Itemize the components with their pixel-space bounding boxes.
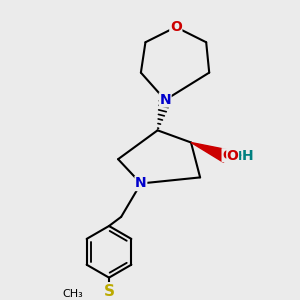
Text: O: O [226, 149, 238, 163]
Text: N: N [135, 176, 147, 190]
Text: CH₃: CH₃ [62, 289, 83, 299]
Text: S: S [103, 284, 115, 299]
Text: O: O [222, 149, 233, 162]
Text: O: O [170, 20, 182, 34]
Polygon shape [191, 142, 228, 162]
Text: H: H [242, 149, 253, 163]
Text: H: H [238, 150, 248, 163]
Text: N: N [159, 93, 171, 107]
